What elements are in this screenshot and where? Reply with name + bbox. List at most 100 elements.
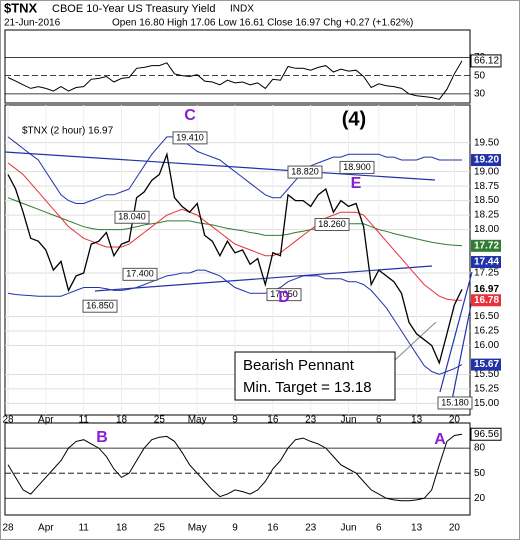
price-label-box [122,267,158,281]
x-tick-label: 18 [116,523,128,534]
price-label: 18.820 [291,166,319,176]
symbol: $TNX [4,0,38,15]
pointer [394,321,437,361]
y-tick-label: 18.25 [474,210,499,221]
axis-value-label: 66.12 [474,56,499,67]
bottom-panel-frame [4,422,471,516]
axis-value-box [470,427,502,441]
x-tick-label: 11 [78,523,89,534]
x-tick-label: 11 [78,415,89,426]
price-label-box [266,288,302,302]
x-tick-label: 20 [449,415,461,426]
quote: Open 16.80 High 17.06 Low 16.61 Close 16… [112,18,413,29]
x-tick-label: 23 [305,523,317,534]
indicator-line [7,433,463,502]
axis-value-box [471,239,501,252]
y-tick-label: 18.50 [474,195,499,206]
x-tick-label: 6 [376,415,382,426]
indicator-line [7,136,462,204]
price-label-box [437,396,473,410]
indicator-line [7,162,462,301]
y-tick-label: 17.25 [474,268,499,279]
main-panel-frame [4,104,471,416]
axis-value-label: 16.78 [474,295,499,306]
y-tick-label: 18.75 [474,181,499,192]
x-tick-label: May [188,415,207,426]
axis-value-label: 17.44 [474,257,499,268]
axis-value-label: 15.67 [474,359,499,370]
x-tick-label: 9 [232,415,238,426]
wave-label: (4) [342,108,366,130]
y-tick-label: 50 [474,468,486,479]
wave-label: B [96,429,108,446]
wave-label: D [278,289,290,306]
axis-value-box [471,256,501,269]
legend-text: $TNX (2 hour) 16.97 [22,126,114,137]
y-tick-label: 15.25 [474,384,499,395]
y-tick-label: 19.50 [474,137,499,148]
x-tick-label: 9 [232,523,238,534]
price-label-box [287,165,323,179]
axis-value-box [471,294,501,307]
y-tick-label: 80 [474,443,486,454]
price-label-box [314,218,350,232]
axis-value-label: 19.20 [474,155,499,166]
x-tick-label: May [188,523,207,534]
price-label: 18.260 [318,219,346,229]
y-tick-label: 20 [474,493,486,504]
price-label: 18.900 [343,162,371,172]
pennant-line [451,299,473,401]
axis-value-label: 96.56 [474,429,499,440]
wave-label: A [434,431,446,448]
x-tick-label: 16 [267,523,279,534]
axis-value-box [470,54,502,68]
x-tick-label: 16 [267,415,279,426]
x-tick-label: 25 [154,415,166,426]
price-label: 17.050 [270,289,298,299]
indicator-line [7,269,463,375]
wave-label: E [351,175,362,192]
price-label-box [82,299,118,313]
y-tick-label: 16.00 [474,340,499,351]
indicator-line [7,60,463,100]
y-tick-label: 15.00 [474,398,499,409]
wave-label: C [184,107,196,124]
y-tick-label: 30 [474,89,486,100]
axis-value-label: 16.97 [474,284,499,295]
y-tick-label: 19.00 [474,166,499,177]
x-tick-label: Apr [38,523,54,534]
axis-value-box [471,154,501,167]
axis-value-box [471,283,501,296]
x-tick-label: Jun [340,523,356,534]
annotation: Bearish Pennant [243,357,355,374]
price-label-box [339,160,375,174]
y-tick-label: 18.00 [474,224,499,235]
price-label-box [172,131,208,145]
annotation: Min. Target = 13.18 [243,379,372,396]
price-label: 15.180 [441,397,469,407]
x-tick-label: 23 [305,415,317,426]
axis-value-label: 17.72 [474,240,499,251]
price-label-box [114,210,150,224]
indicator-line [7,197,463,247]
price-label: 19.410 [176,132,204,142]
trend-line [4,151,436,181]
x-tick-label: 20 [449,523,461,534]
x-tick-label: 13 [411,523,423,534]
x-tick-label: 28 [2,523,14,534]
y-tick-label: 15.50 [474,369,499,380]
x-tick-label: Jun [340,415,356,426]
y-tick-label: 16.50 [474,311,499,322]
exchange: INDX [230,4,254,15]
price-label: 17.400 [126,269,154,279]
date: 21-Jun-2016 [4,18,61,29]
axis-value-box [471,358,501,371]
x-tick-label: 6 [376,523,382,534]
price-label: 18.040 [118,212,146,222]
top-panel-frame [4,29,471,104]
y-tick-label: 16.25 [474,326,499,337]
price-label: 16.850 [86,301,114,311]
